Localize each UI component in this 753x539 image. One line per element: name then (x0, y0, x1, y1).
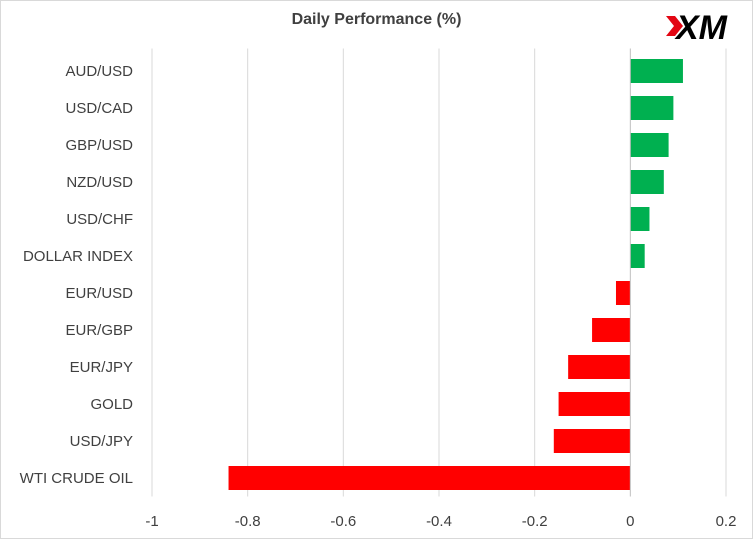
x-tick-label: -0.4 (426, 513, 452, 530)
bar-eur-jpy (568, 355, 631, 379)
category-label: EUR/GBP (65, 322, 133, 339)
bar-usd-jpy (553, 429, 631, 453)
logo-text: XM (674, 9, 728, 46)
category-label: EUR/JPY (70, 359, 133, 376)
xm-logo: XM (666, 9, 728, 46)
bar-aud-usd (630, 59, 683, 83)
bar-gbp-usd (630, 133, 669, 157)
category-label: NZD/USD (66, 174, 133, 191)
bar-usd-chf (630, 207, 650, 231)
bar-usd-cad (630, 96, 674, 120)
logo-red-chevron (666, 16, 683, 36)
bar-nzd-usd (630, 170, 664, 194)
bar-wti-crude-oil (228, 466, 631, 490)
category-label: EUR/USD (65, 285, 133, 302)
category-label: GOLD (90, 396, 133, 413)
chart-title: Daily Performance (%) (291, 11, 462, 28)
bar-dollar-index (630, 244, 645, 268)
category-label: WTI CRUDE OIL (20, 470, 133, 487)
category-label: USD/JPY (70, 433, 133, 450)
category-label: GBP/USD (65, 137, 133, 154)
x-tick-label: -0.8 (235, 513, 261, 530)
x-tick-label: -0.2 (522, 513, 548, 530)
x-tick-label: 0.2 (716, 513, 737, 530)
x-tick-label: -0.6 (330, 513, 356, 530)
bar-eur-gbp (592, 318, 631, 342)
bar-eur-usd (615, 281, 631, 305)
bar-gold (558, 392, 631, 416)
x-tick-label: -1 (145, 513, 158, 530)
category-label: USD/CHF (66, 211, 133, 228)
x-tick-label: 0 (626, 513, 634, 530)
category-label: USD/CAD (65, 100, 133, 117)
category-label: AUD/USD (65, 63, 133, 80)
category-label: DOLLAR INDEX (23, 248, 133, 265)
